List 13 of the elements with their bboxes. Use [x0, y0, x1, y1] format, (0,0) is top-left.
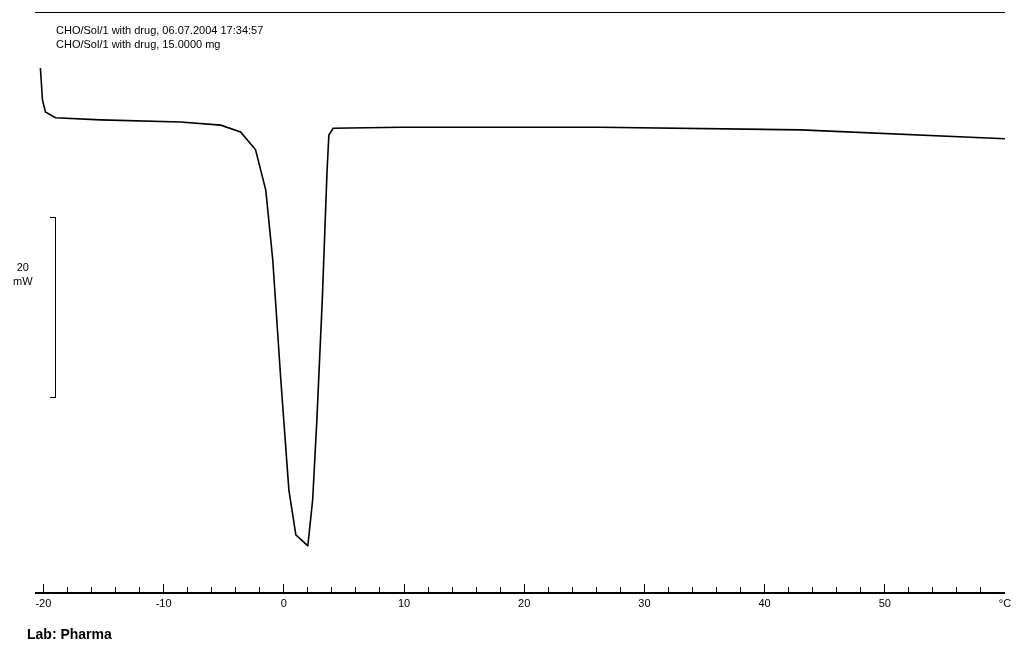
- x-tick-label: -10: [155, 596, 172, 609]
- x-tick-label: 10: [397, 596, 411, 609]
- x-tick-label: 20: [518, 596, 531, 609]
- text: CHO/Sol/1 with drug, 06.07.2004 17:34:57: [56, 24, 264, 36]
- x-tick-label: °C: [998, 596, 1012, 609]
- x-tick-label: 30: [638, 596, 651, 609]
- x-tick-label: -20: [35, 596, 52, 609]
- text: CHO/Sol/1 with drug, 15.0000 mg: [56, 38, 221, 50]
- text: 20 mW: [13, 261, 34, 288]
- x-tick-label: 50: [878, 596, 891, 609]
- text: Lab: Pharma: [27, 626, 113, 642]
- x-tick-label: 0: [280, 596, 287, 609]
- x-tick-label: 40: [758, 596, 771, 609]
